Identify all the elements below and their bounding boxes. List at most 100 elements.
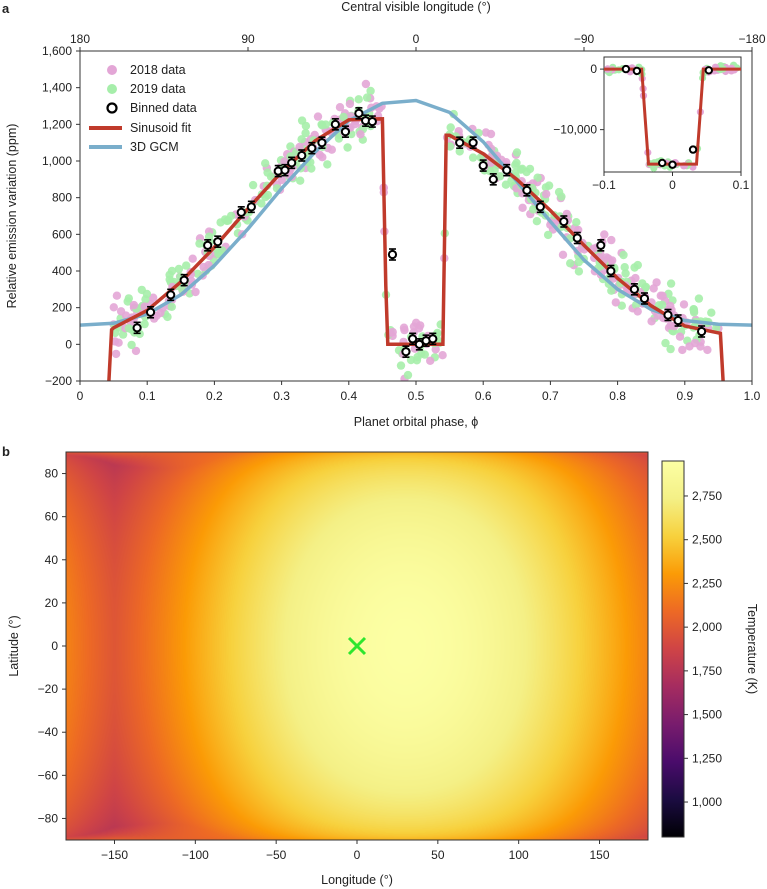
binned-point	[179, 275, 189, 285]
inset-binned-point	[632, 66, 642, 76]
y-tick-label: 1,200	[42, 117, 72, 131]
binned-point	[307, 143, 317, 153]
raw-point	[518, 203, 527, 212]
raw-point	[399, 323, 409, 332]
raw-point	[216, 218, 225, 227]
raw-point	[116, 307, 126, 316]
y-tick-label: 1,600	[42, 44, 72, 58]
raw-point	[438, 351, 447, 360]
raw-point	[323, 160, 332, 169]
raw-point	[112, 291, 122, 300]
map-y-tick-label: −20	[38, 682, 59, 696]
raw-point	[296, 176, 305, 185]
map-y-axis-label: Latitude (°)	[7, 615, 21, 676]
raw-point	[633, 307, 642, 316]
binned-point	[246, 202, 256, 212]
inset-y-tick-label: −10,000	[553, 123, 597, 137]
y-tick-label: −200	[45, 374, 72, 388]
binned-point	[414, 339, 424, 349]
map-y-tick-label: 0	[51, 639, 58, 653]
binned-point	[478, 160, 488, 171]
raw-point	[301, 121, 311, 131]
binned-point	[572, 233, 582, 243]
raw-point	[307, 164, 316, 173]
raw-point	[339, 112, 348, 122]
raw-point	[600, 230, 609, 239]
binned-point	[596, 240, 606, 250]
binned-point	[132, 323, 142, 333]
x-tick-label: 0.6	[475, 389, 492, 403]
top-tick-label: 180	[70, 32, 90, 46]
raw-point	[607, 286, 616, 295]
map-x-tick-label: 0	[354, 848, 361, 862]
raw-point	[257, 199, 266, 208]
raw-point	[666, 279, 676, 288]
legend-marker-2019	[107, 84, 117, 94]
inset-x-ticks: −0.1 0 0.1	[592, 172, 750, 192]
binned-point	[488, 174, 498, 184]
binned-point	[166, 290, 176, 300]
raw-point	[689, 308, 699, 317]
raw-point	[411, 318, 421, 327]
raw-point	[666, 301, 675, 311]
y-axis-ticks: −200 0 200 400 600 800 1,000 1,200 1,400 1,600	[42, 44, 80, 388]
raw-point	[396, 361, 406, 370]
colorbar-tick-label: 2,750	[692, 489, 722, 503]
inset-binned-point	[658, 158, 667, 168]
inset-x-tick-label: 0	[669, 178, 676, 192]
raw-point	[295, 142, 304, 152]
top-tick-label: 90	[241, 32, 255, 46]
raw-point	[446, 123, 455, 132]
x-tick-label: 0.1	[139, 389, 156, 403]
x-tick-label: 0.3	[273, 389, 290, 403]
map-x-tick-label: −150	[101, 848, 128, 862]
binned-point	[455, 138, 465, 148]
map-y-tick-label: 80	[45, 467, 59, 481]
raw-point	[131, 346, 141, 356]
map-y-tick-label: −40	[38, 725, 59, 739]
top-axis-ticks: 180 90 0 −90 −180	[70, 32, 766, 51]
raw-point	[572, 218, 581, 227]
raw-point	[149, 293, 158, 302]
raw-point	[533, 173, 542, 182]
raw-point	[420, 350, 429, 359]
inset-binned-point	[668, 160, 677, 169]
x-tick-label: 0.5	[408, 389, 425, 403]
y-tick-label: 600	[52, 227, 72, 241]
raw-point	[111, 349, 121, 359]
y-tick-label: 200	[52, 301, 72, 315]
colorbar-tick-label: 2,250	[692, 576, 722, 590]
legend: 2018 data 2019 data Binned data Sinusoid…	[89, 63, 197, 154]
map-y-tick-label: −60	[38, 768, 59, 782]
top-axis-label: Central visible longitude (°)	[341, 0, 491, 14]
raw-point	[675, 332, 685, 341]
map-x-tick-label: −50	[266, 848, 287, 862]
binned-point	[297, 150, 307, 161]
panel-a-lightcurve: 0 0.1 0.2 0.3 0.4 0.5 0.6 0.7 0.8 0.9 1.0 −200 0 200…	[5, 0, 766, 429]
binned-point	[287, 158, 297, 168]
binned-point	[639, 293, 650, 304]
inset-y-tick-label: 0	[590, 62, 597, 76]
colorbar-tick-label: 1,500	[692, 708, 722, 722]
inset-binned-points	[621, 64, 714, 169]
hotspot-marker-stroke	[347, 636, 367, 656]
raw-point	[124, 324, 133, 333]
legend-2018: 2018 data	[130, 63, 186, 77]
binned-point	[629, 284, 640, 294]
binned-point	[428, 334, 438, 344]
raw-point	[343, 143, 352, 152]
raw-point	[118, 330, 128, 339]
top-tick-label: −90	[574, 32, 595, 46]
x-tick-label: 0.4	[340, 389, 357, 403]
raw-point	[335, 103, 345, 112]
inset-binned-point	[704, 66, 714, 75]
raw-point	[522, 167, 531, 177]
binned-point	[663, 310, 673, 320]
colorbar-tick-label: 2,000	[692, 620, 722, 634]
raw-point	[649, 284, 658, 293]
map-x-axis-label: Longitude (°)	[321, 873, 393, 887]
raw-point	[182, 261, 191, 270]
raw-point	[123, 297, 132, 306]
colorbar	[661, 460, 685, 838]
raw-point	[361, 79, 371, 89]
